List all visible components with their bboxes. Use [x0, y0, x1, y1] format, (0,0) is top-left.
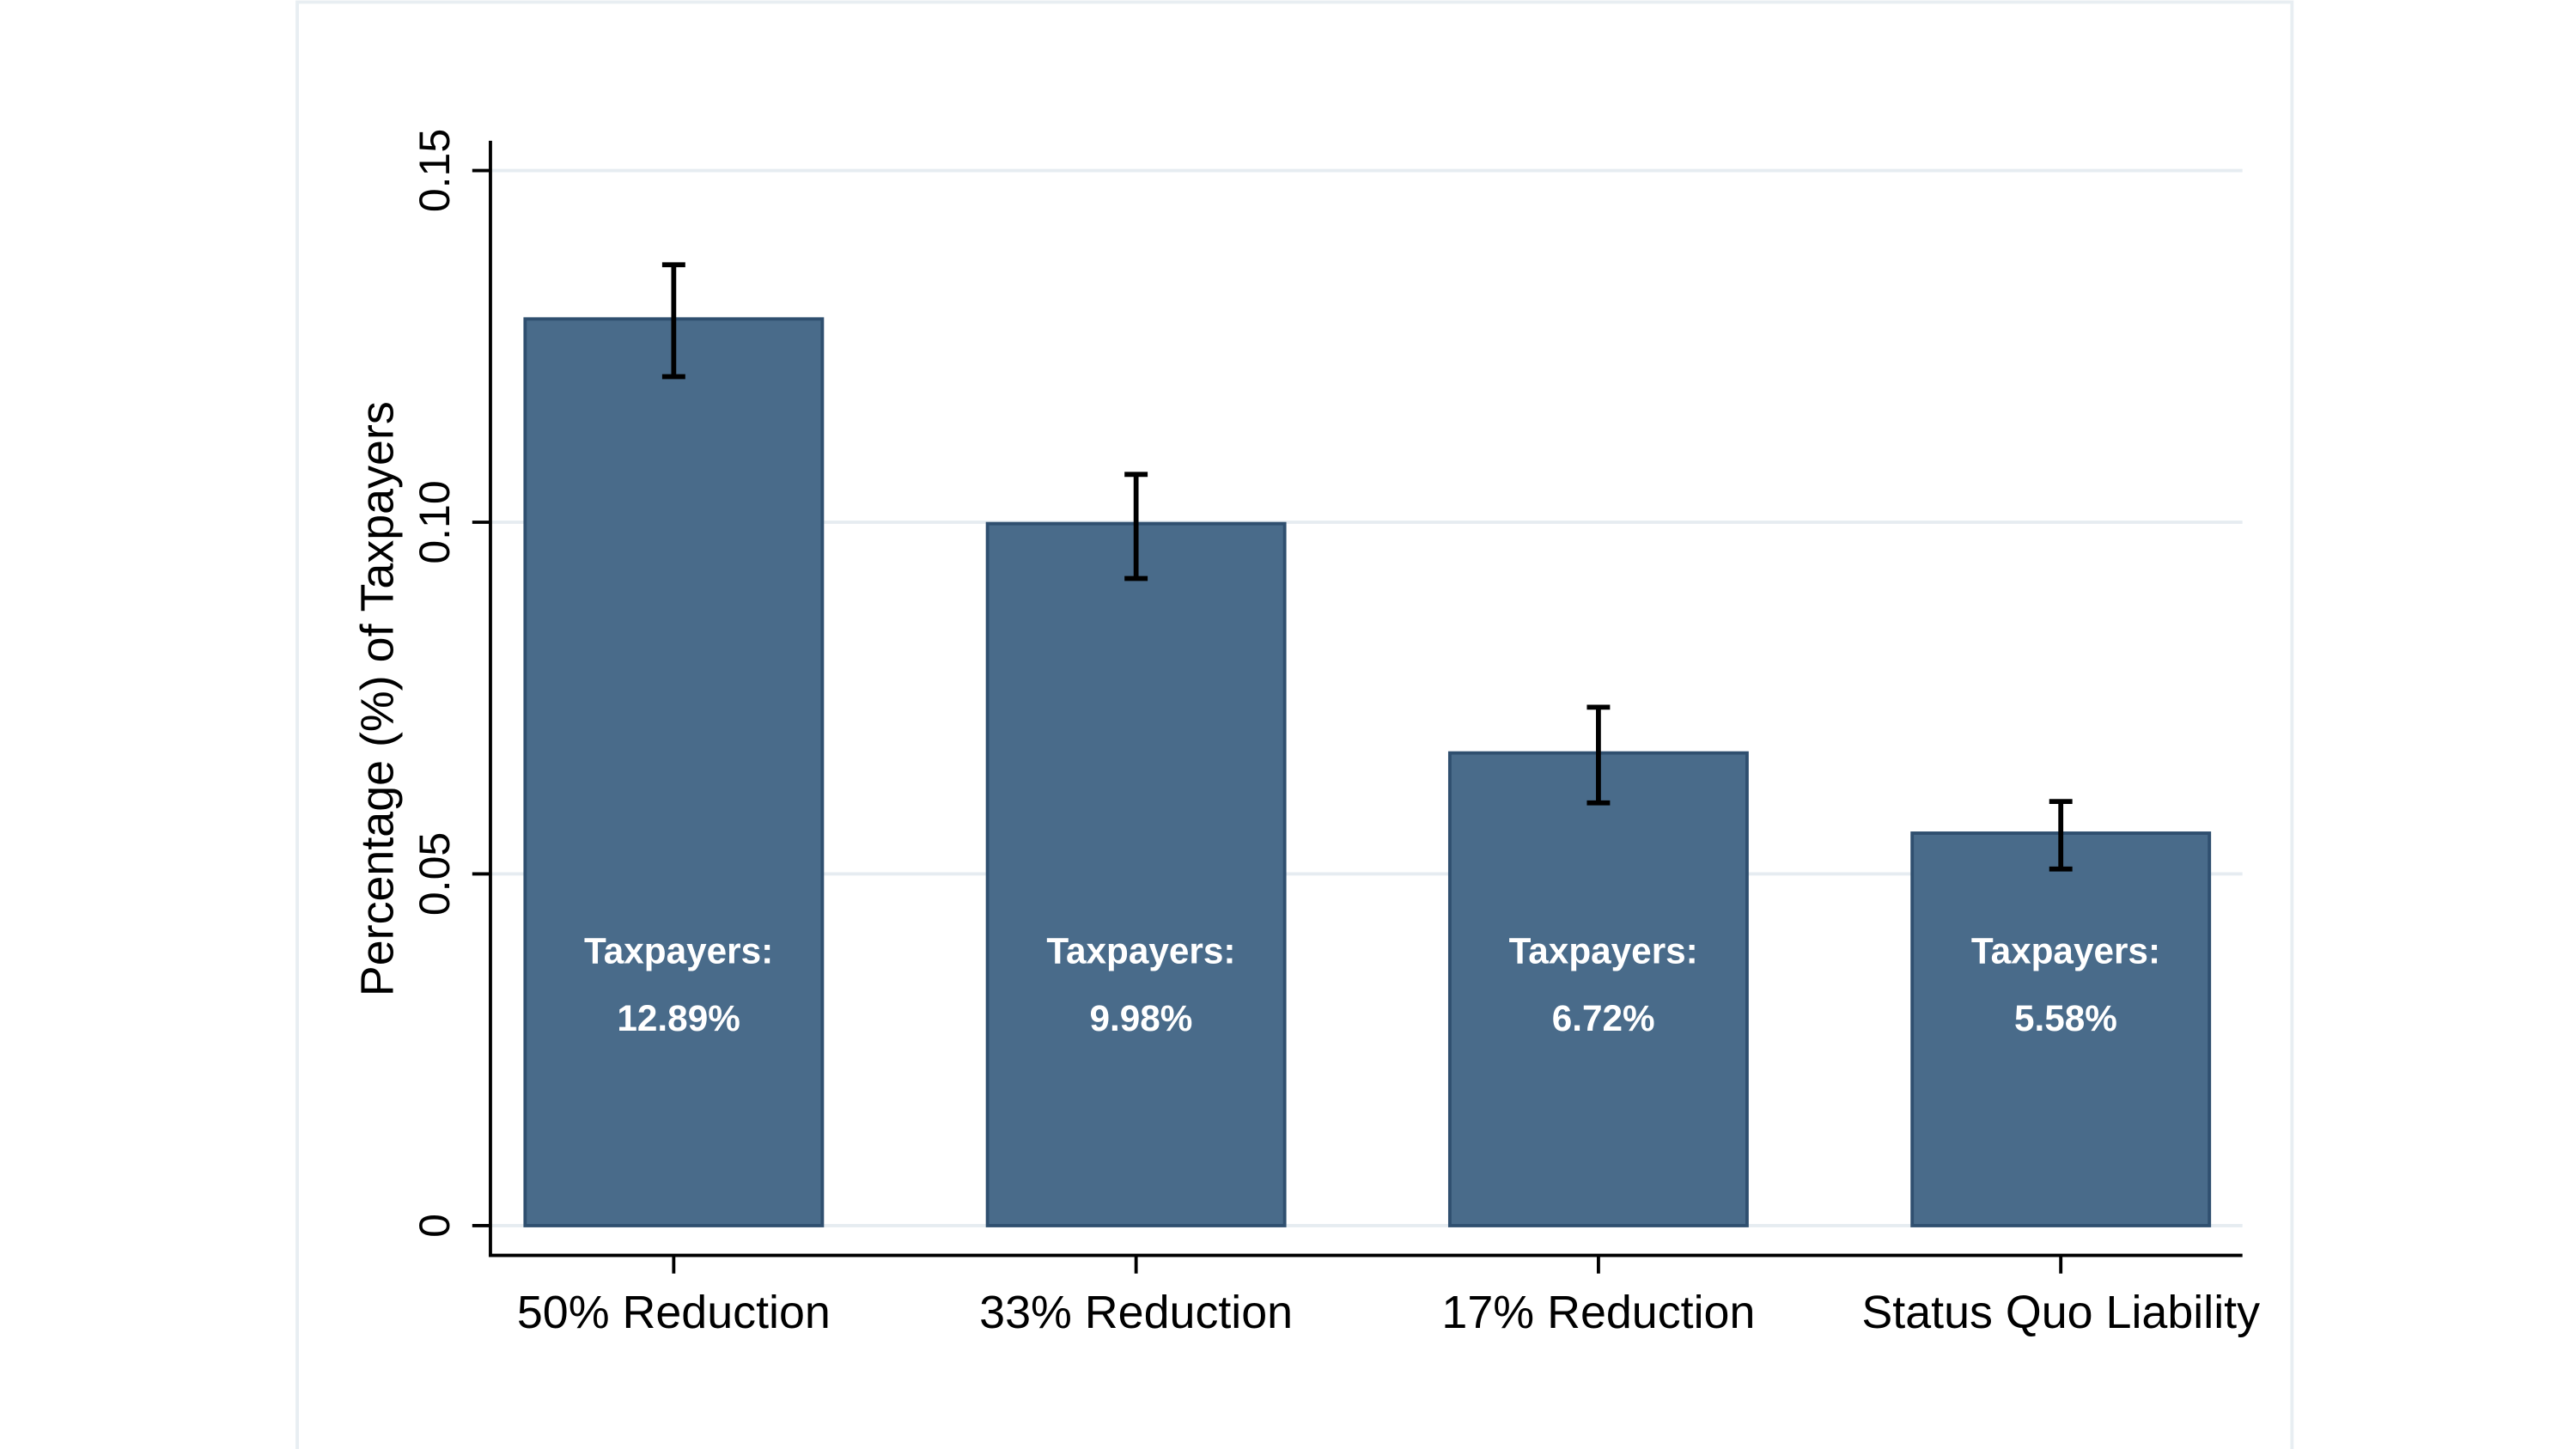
y-tick-label: 0.10 [411, 480, 459, 563]
x-tick-label: Status Quo Liability [1861, 1287, 2260, 1338]
x-tick-label: 33% Reduction [979, 1287, 1293, 1338]
y-tick-label: 0.15 [411, 129, 459, 212]
x-tick-label: 17% Reduction [1441, 1287, 1755, 1338]
bar-label-title: Taxpayers: [584, 930, 773, 971]
x-tick-label: 50% Reduction [517, 1287, 831, 1338]
bar-2 [985, 521, 1287, 1227]
bar-label-title: Taxpayers: [1046, 930, 1235, 971]
bar-3 [1447, 751, 1749, 1227]
bar-label-value: 5.58% [2014, 998, 2117, 1038]
bar-label-title: Taxpayers: [1971, 930, 2160, 971]
bar-label-value: 6.72% [1552, 998, 1655, 1038]
bar-label-title: Taxpayers: [1509, 930, 1698, 971]
bar-4 [1910, 831, 2212, 1227]
y-tick-label: 0 [411, 1214, 459, 1238]
bar-label-value: 12.89% [617, 998, 740, 1038]
y-axis-title: Percentage (%) of Taxpayers [352, 401, 404, 996]
bar-1 [523, 317, 825, 1227]
y-tick-label: 0.05 [411, 832, 459, 916]
bar-label-value: 9.98% [1089, 998, 1192, 1038]
